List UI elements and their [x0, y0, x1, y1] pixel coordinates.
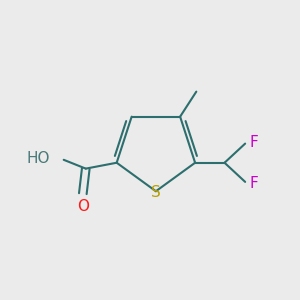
Text: F: F — [250, 176, 258, 191]
Text: O: O — [77, 199, 89, 214]
Text: S: S — [151, 185, 161, 200]
Text: F: F — [250, 135, 258, 150]
Text: HO: HO — [27, 151, 50, 166]
